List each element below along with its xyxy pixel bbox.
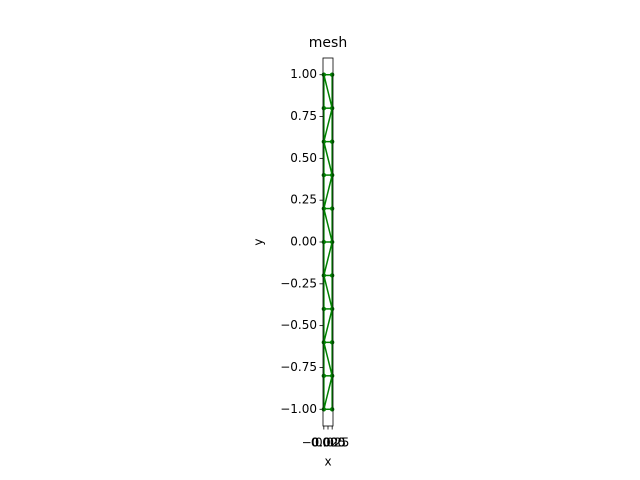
y-tick-label: 0.75 [290,109,317,123]
mesh-node [321,340,327,345]
y-tick-label: 0.25 [290,193,317,207]
mesh-edge [323,208,333,243]
x-tick-label: 0.000 [311,436,345,450]
y-tick-label: 0.50 [290,151,317,165]
mesh-node [321,373,327,379]
y-tick-label: −1.00 [280,402,317,416]
mesh-edge [323,174,333,209]
chart-title: mesh [309,35,347,51]
mesh-edge [323,108,333,142]
mesh-node [321,273,327,278]
mesh-edge [323,342,333,376]
mesh-edge [323,308,333,343]
x-tick-label: 0.025 [315,436,349,450]
mesh-node [321,172,327,178]
mesh-edge [323,74,333,109]
mesh-node [329,206,335,211]
y-axis-label: y [252,238,266,245]
mesh-node [329,306,335,312]
y-tick-label: −0.75 [280,360,317,374]
mesh-edge [323,241,333,276]
y-tick-label: 1.00 [290,67,317,81]
mesh-node [321,139,327,144]
x-axis-label: x [324,455,331,469]
mesh-node [329,239,335,245]
mesh-node [329,139,335,144]
mesh-edge [323,375,333,410]
mesh-node [321,407,327,412]
mesh-node [329,105,335,111]
y-tick-label: −0.25 [280,276,317,290]
mesh-node [321,206,327,211]
axes-frame [322,57,334,427]
y-tick-label: 0.00 [290,235,317,249]
mesh-node [321,306,327,312]
y-tick-label: −0.50 [280,318,317,332]
x-tick-label: −0.025 [302,436,346,450]
mesh-node [329,172,335,178]
mesh-node [321,105,327,111]
mesh-node [321,72,327,77]
mesh-node [329,273,335,278]
mesh-node [329,407,335,412]
mesh-edge [323,141,333,176]
mesh-node [329,340,335,345]
mesh-node [321,239,327,245]
mesh-node [329,72,335,77]
mesh-edge [323,275,333,310]
mesh-node [329,373,335,379]
